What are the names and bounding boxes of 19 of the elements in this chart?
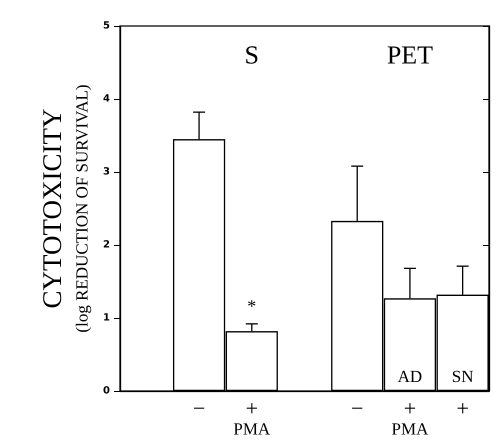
y-tick-label: 4	[103, 94, 110, 104]
text: PMA	[233, 420, 271, 438]
y-tick-label: 3	[103, 166, 110, 178]
annotation: *	[247, 296, 256, 316]
y-tick-label: 1	[103, 312, 110, 324]
x-tick-label: +	[456, 396, 469, 420]
annotation: S	[244, 40, 260, 70]
y-tick-label: 2	[103, 240, 110, 250]
data-label: SN	[452, 367, 474, 386]
annotation: PET	[386, 40, 434, 70]
y-axis-title: CYTOTOXICITY (log REDUCTION OF SURVIVAL)	[37, 84, 92, 333]
x-tick-label: −	[351, 396, 364, 420]
x-tick-label: −	[192, 396, 206, 420]
x-tick-label: +	[246, 396, 258, 420]
y-tick-label: 5	[103, 20, 110, 32]
x-tick-label: +	[404, 396, 416, 420]
data-label: AD	[398, 367, 422, 386]
y-tick-label: 0	[103, 386, 110, 396]
text: PMA	[392, 420, 430, 438]
